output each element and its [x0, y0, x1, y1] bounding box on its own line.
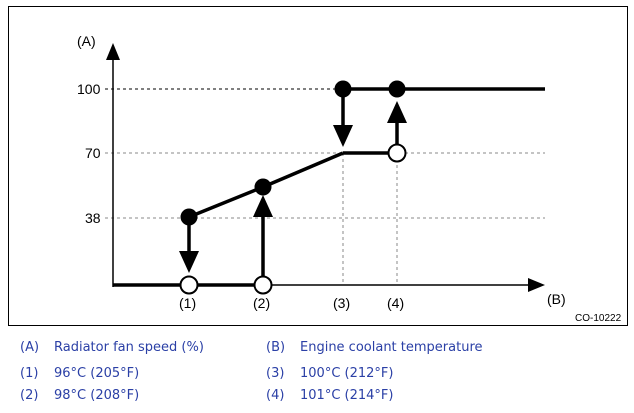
figure-code: CO-10222	[575, 313, 622, 324]
drop-arrow-1-head	[179, 251, 199, 273]
legend-text-2: 98°C (208°F)	[54, 388, 140, 403]
legend-key-b: (B)	[266, 340, 286, 355]
y-tick-38: 38	[85, 210, 101, 226]
x-marker-1: (1)	[179, 295, 196, 311]
drop-arrow-3-head	[333, 125, 353, 147]
point-4-filled	[388, 80, 406, 98]
legend-key-2: (2)	[20, 388, 39, 403]
legend-key-1: (1)	[20, 366, 39, 381]
legend-text-3: 100°C (212°F)	[300, 366, 394, 381]
rise-arrow-4-head	[387, 101, 407, 123]
y-tick-70: 70	[85, 145, 101, 161]
point-3-filled	[334, 80, 352, 98]
y-tick-100: 100	[77, 81, 101, 97]
legend-key-a: (A)	[20, 340, 40, 355]
ramp-segment-1	[188, 185, 264, 219]
ramp-segment-2	[262, 151, 344, 189]
point-38-filled	[180, 208, 198, 226]
x-marker-3: (3)	[333, 295, 350, 311]
fan-speed-diagram: (A) (B) 100 70 38 (1) (2) (3) (4) CO-102…	[77, 33, 622, 324]
figure-frame: (A) (B) 100 70 38 (1) (2) (3) (4) CO-102…	[8, 6, 628, 326]
y-axis-label: (A)	[77, 33, 96, 49]
rise-arrow-2-head	[253, 195, 273, 217]
legend-text-4: 101°C (214°F)	[300, 388, 394, 403]
point-1-open	[179, 275, 199, 295]
x-axis-label: (B)	[547, 291, 566, 307]
legend-text-1: 96°C (205°F)	[54, 366, 140, 381]
legend-text-b: Engine coolant temperature	[300, 340, 483, 355]
x-marker-2: (2)	[253, 295, 270, 311]
x-axis-arrow	[528, 278, 545, 292]
legend: (A) Radiator fan speed (%) (B) Engine co…	[0, 335, 634, 413]
y-axis-arrow	[106, 43, 120, 60]
legend-text-a: Radiator fan speed (%)	[54, 340, 204, 355]
point-2-open	[253, 275, 273, 295]
legend-key-3: (3)	[266, 366, 285, 381]
point-4-open	[387, 143, 407, 163]
legend-key-4: (4)	[266, 388, 285, 403]
x-marker-4: (4)	[387, 295, 404, 311]
point-2-filled	[254, 178, 272, 196]
